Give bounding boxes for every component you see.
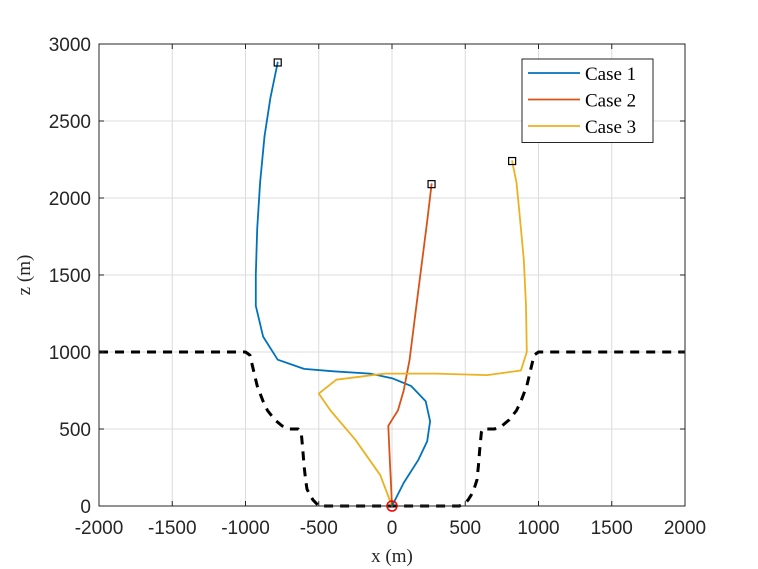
y-tick-label: 500	[59, 420, 91, 441]
x-tick-label: 1500	[591, 518, 633, 539]
x-tick-label: 500	[449, 518, 481, 539]
x-tick-label: -1000	[221, 518, 270, 539]
y-tick-label: 0	[80, 497, 91, 518]
x-tick-labels: -2000 -1500 -1000 -500 0 500 1000 1500 2000	[75, 44, 706, 539]
x-tick-label: 0	[387, 518, 398, 539]
series-lines	[254, 61, 528, 507]
end-marker	[427, 180, 436, 189]
y-tick-labels: 0 500 1000 1500 2000 2500 3000	[49, 35, 685, 518]
legend-entries: Case 1 Case 2 Case 3	[528, 64, 636, 138]
legend: Case 1 Case 2 Case 3	[521, 58, 654, 143]
y-tick-label: 1500	[49, 266, 91, 287]
y-tick-label: 2500	[49, 112, 91, 133]
x-axis-label: x (m)	[371, 546, 413, 567]
series-line-case-3	[317, 160, 528, 507]
series-line-case-2	[387, 183, 433, 507]
x-tick-label: 2000	[664, 518, 706, 539]
x-tick-label: -2000	[75, 518, 124, 539]
y-tick-label: 2000	[49, 189, 91, 210]
y-axis-label: z (m)	[14, 255, 35, 296]
legend-label: Case 3	[585, 117, 636, 138]
legend-label: Case 2	[585, 91, 636, 112]
x-tick-label: -1500	[148, 518, 197, 539]
series-line-case-1	[254, 61, 432, 507]
legend-label: Case 1	[585, 64, 636, 85]
x-tick-label: -500	[300, 518, 338, 539]
end-marker	[273, 58, 282, 67]
end-marker	[508, 156, 517, 166]
markers	[273, 58, 517, 512]
x-tick-label: 1000	[517, 518, 559, 539]
y-tick-label: 1000	[49, 343, 91, 364]
y-tick-label: 3000	[49, 35, 91, 56]
